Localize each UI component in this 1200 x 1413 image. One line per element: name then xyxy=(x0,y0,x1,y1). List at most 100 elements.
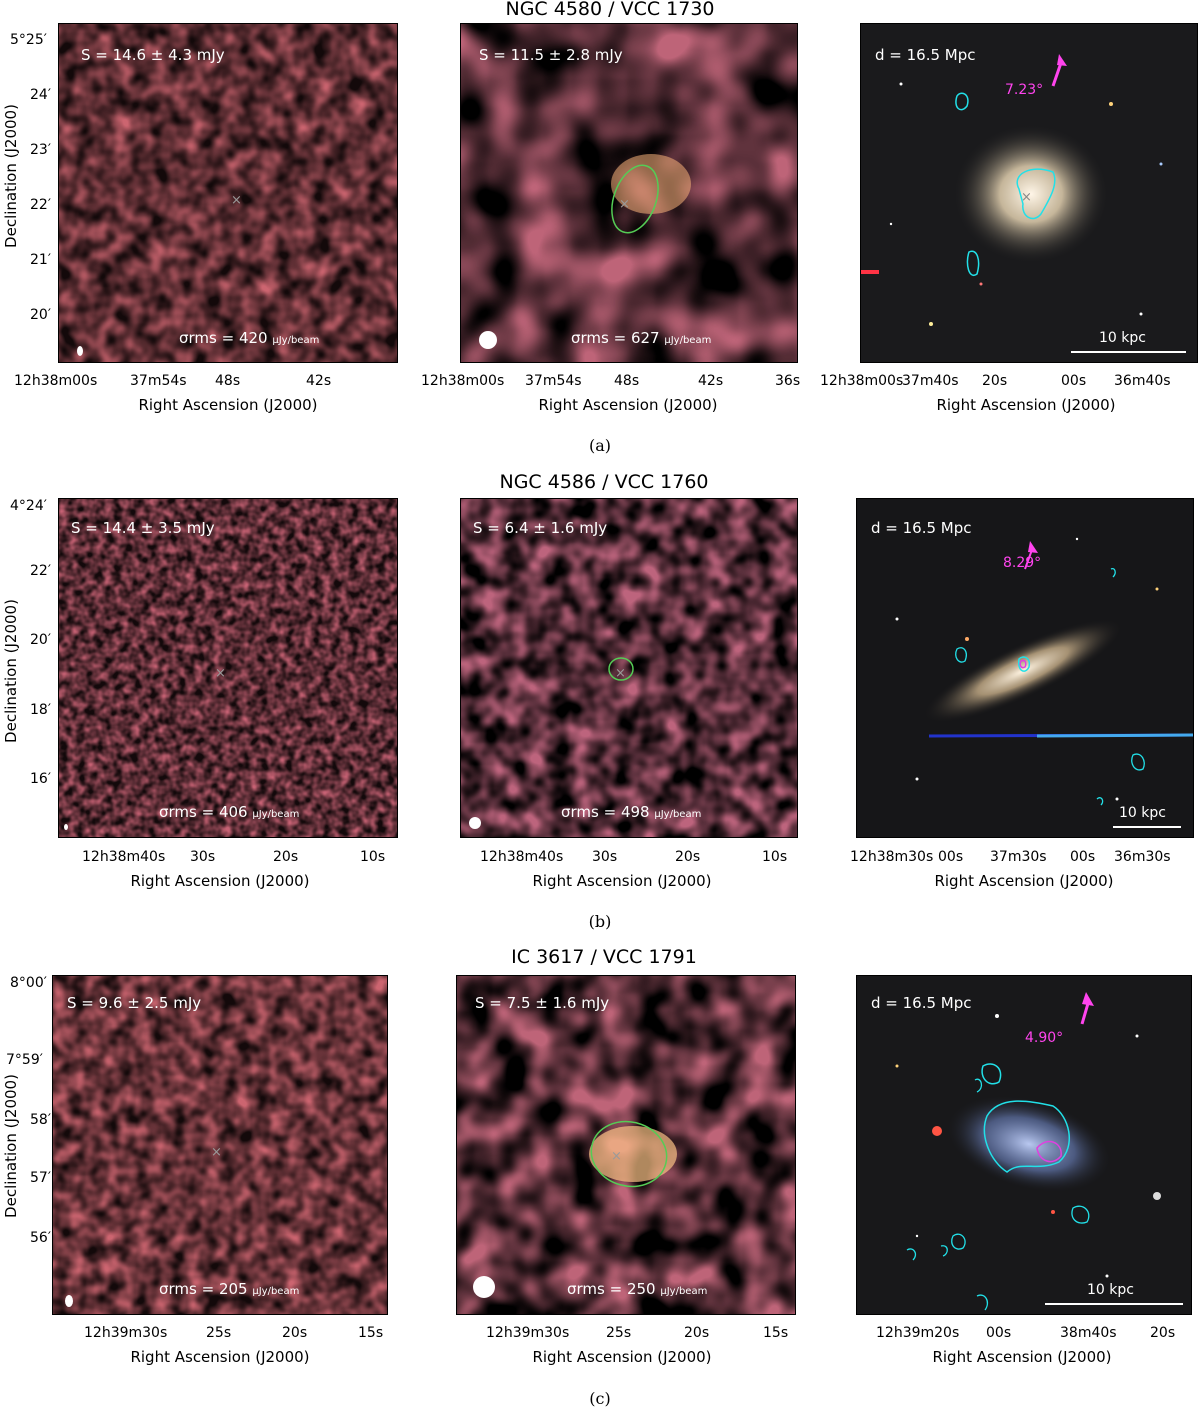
row-b-ytick-5: 16′ xyxy=(30,771,51,787)
row-c-mid-xtick-2: 25s xyxy=(606,1325,632,1341)
row-c-left-radio-map: × S = 9.6 ± 2.5 mJy σrms = 205 μJy/beam xyxy=(52,975,388,1315)
row-a-mid-xtick-3: 48s xyxy=(614,373,640,389)
row-a-ytick-5: 21′ xyxy=(30,252,51,268)
row-b-title: NGC 4586 / VCC 1760 xyxy=(499,471,709,493)
row-b-left-xtick-1: 12h38m40s xyxy=(82,849,166,865)
row-c-right-xtick-1: 12h39m20s xyxy=(876,1325,960,1341)
row-c-right-optical-svg xyxy=(895,992,1183,1311)
row-c-left-xtick-4: 15s xyxy=(358,1325,384,1341)
row-c-left-xtick-1: 12h39m30s xyxy=(84,1325,168,1341)
row-c-left-rms-label: σrms = 205 μJy/beam xyxy=(159,1280,299,1298)
row-b-mid-beam xyxy=(469,817,481,829)
row-b-satellite-trail xyxy=(1036,733,1193,738)
row-c-mid-xtick-4: 15s xyxy=(763,1325,789,1341)
row-c-mid-xtick-3: 20s xyxy=(684,1325,710,1341)
row-b-left-rms-value: σrms = 406 xyxy=(159,803,248,821)
svg-text:×: × xyxy=(615,666,626,681)
row-a-mid-map-image: × xyxy=(461,24,797,362)
row-a-ytick-1: 5°25′ xyxy=(10,32,47,48)
row-c-left-xtick-2: 25s xyxy=(206,1325,232,1341)
row-c-mid-radio-map: × S = 7.5 ± 1.6 mJy σrms = 250 μJy/beam xyxy=(456,975,796,1315)
row-b-mid-rms-value: σrms = 498 xyxy=(561,803,650,821)
row-b-mid-rms-label: σrms = 498 μJy/beam xyxy=(561,803,701,821)
row-b-left-xtick-3: 20s xyxy=(273,849,299,865)
row-a-left-rms-value: σrms = 420 xyxy=(179,329,268,347)
row-a-left-xtick-2: 37m54s xyxy=(130,373,187,389)
row-a-distance-label: d = 16.5 Mpc xyxy=(875,46,976,64)
row-a-mid-xtick-1: 12h38m00s xyxy=(421,373,505,389)
row-a-left-rms-label: σrms = 420 μJy/beam xyxy=(179,329,319,347)
row-c-right-xtick-4: 20s xyxy=(1150,1325,1176,1341)
row-b-mid-source-ellipse xyxy=(608,657,634,681)
row-c-y-axis-title: Declination (J2000) xyxy=(2,1074,20,1218)
row-a-caption: (a) xyxy=(588,436,612,455)
row-b-right-xtick-2: 00s xyxy=(938,849,964,865)
row-b-mid-xtick-4: 10s xyxy=(762,849,788,865)
row-b-angle-label: 8.29° xyxy=(1003,555,1042,571)
row-a-mid-rms-label: σrms = 627 μJy/beam xyxy=(571,329,711,347)
row-a-ytick-6: 20′ xyxy=(30,307,51,323)
row-a-left-beam xyxy=(77,346,83,356)
row-a-right-xtick-1: 12h38m00s xyxy=(820,373,904,389)
row-b-y-axis-title: Declination (J2000) xyxy=(2,599,20,743)
row-a-scale-label: 10 kpc xyxy=(1099,330,1146,346)
row-b-mid-xtick-2: 30s xyxy=(592,849,618,865)
row-c-left-rms-value: σrms = 205 xyxy=(159,1280,248,1298)
row-a-title: NGC 4580 / VCC 1730 xyxy=(505,0,715,20)
row-b-distance-label: d = 16.5 Mpc xyxy=(871,519,972,537)
row-b-right-xtick-3: 37m30s xyxy=(990,849,1047,865)
row-c-mid-map-image: × xyxy=(457,976,795,1314)
row-c-right-xtick-2: 00s xyxy=(986,1325,1012,1341)
row-c-right-optical-image: d = 16.5 Mpc 4.90° 10 kpc xyxy=(856,975,1192,1315)
row-a-left-xtick-3: 48s xyxy=(215,373,241,389)
row-c-mid-flux-label: S = 7.5 ± 1.6 mJy xyxy=(475,994,610,1012)
row-c-ytick-4: 57′ xyxy=(30,1170,51,1186)
row-c-left-x-axis-title: Right Ascension (J2000) xyxy=(130,1348,310,1366)
row-a-ytick-3: 23′ xyxy=(30,142,51,158)
row-c-left-xtick-3: 20s xyxy=(282,1325,308,1341)
row-c-caption: (c) xyxy=(589,1389,611,1408)
svg-text:×: × xyxy=(215,666,226,681)
row-a-right-optical-svg: × xyxy=(861,54,1186,353)
row-a-right-xtick-5: 36m40s xyxy=(1114,373,1171,389)
row-a-mid-center-marker: × xyxy=(619,197,630,212)
row-a-left-rms-unit: μJy/beam xyxy=(272,335,320,346)
row-c-contour-cyan-main xyxy=(983,1100,1070,1173)
row-b-caption: (b) xyxy=(588,912,612,931)
row-a-left-map-image: × xyxy=(59,24,397,362)
row-b-ytick-2: 22′ xyxy=(30,563,51,579)
row-c-mid-xtick-1: 12h39m30s xyxy=(486,1325,570,1341)
row-b-left-radio-map: × S = 14.4 ± 3.5 mJy σrms = 406 μJy/beam xyxy=(58,498,398,838)
row-c-right-x-axis-title: Right Ascension (J2000) xyxy=(932,1348,1112,1366)
row-b-ytick-4: 18′ xyxy=(30,702,51,718)
row-c-right-xtick-3: 38m40s xyxy=(1060,1325,1117,1341)
row-c-distance-label: d = 16.5 Mpc xyxy=(871,994,972,1012)
row-c-ytick-2: 7°59′ xyxy=(6,1052,43,1068)
row-c-scale-label: 10 kpc xyxy=(1087,1282,1134,1298)
row-a-left-center-marker: × xyxy=(231,193,242,208)
row-a-right-optical-image: × d = 16.5 Mpc 7.23° 10 kpc xyxy=(860,23,1198,363)
row-a-right-xtick-4: 00s xyxy=(1061,373,1087,389)
row-b-ytick-1: 4°24′ xyxy=(10,498,47,514)
row-a-ytick-2: 24′ xyxy=(30,87,51,103)
row-a-mid-xtick-5: 36s xyxy=(775,373,801,389)
row-c-ytick-1: 8°00′ xyxy=(10,975,47,991)
svg-text:×: × xyxy=(211,1145,222,1160)
row-b-mid-map-image: × xyxy=(461,499,797,837)
row-b-left-xtick-4: 10s xyxy=(360,849,386,865)
row-b-mid-xtick-1: 12h38m40s xyxy=(480,849,564,865)
row-b-left-map-image: × xyxy=(59,499,397,837)
row-a-contour-cyan-center xyxy=(1016,168,1056,220)
svg-text:×: × xyxy=(1021,190,1032,205)
row-c-contour-magenta xyxy=(1036,1140,1062,1163)
row-a-right-xtick-3: 20s xyxy=(982,373,1008,389)
row-a-left-x-axis-title: Right Ascension (J2000) xyxy=(138,396,318,414)
row-b-scale-label: 10 kpc xyxy=(1119,805,1166,821)
row-c-left-flux-label: S = 9.6 ± 2.5 mJy xyxy=(67,994,202,1012)
row-a-angle-label: 7.23° xyxy=(1005,82,1044,98)
row-b-right-xtick-4: 00s xyxy=(1070,849,1096,865)
row-c-left-map-image: × xyxy=(53,976,387,1314)
row-b-left-xtick-2: 30s xyxy=(190,849,216,865)
row-a-mid-rms-unit: μJy/beam xyxy=(664,335,712,346)
row-c-mid-rms-unit: μJy/beam xyxy=(660,1286,708,1297)
